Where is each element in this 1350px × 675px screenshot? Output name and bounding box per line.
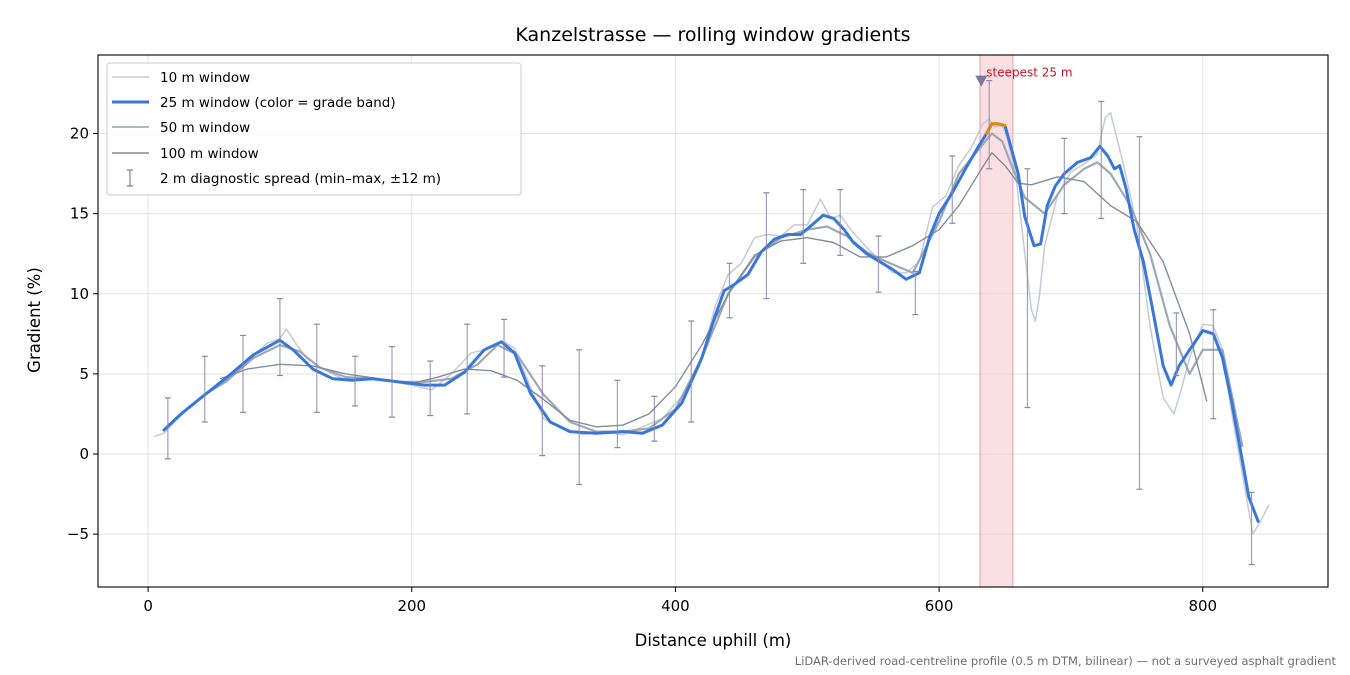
error-bar bbox=[501, 318, 508, 378]
error-bar bbox=[352, 355, 359, 407]
x-axis-title: Distance uphill (m) bbox=[635, 631, 792, 650]
legend-label: 50 m window bbox=[160, 120, 250, 136]
error-bar bbox=[1210, 309, 1217, 420]
steepest-region bbox=[979, 54, 1014, 588]
error-bar bbox=[427, 360, 434, 417]
legend-label: 25 m window (color = grade band) bbox=[160, 95, 396, 111]
x-tick-label: 800 bbox=[1188, 597, 1217, 615]
x-tick-label: 200 bbox=[397, 597, 426, 615]
error-bar bbox=[576, 349, 583, 486]
footnote: LiDAR-derived road-centreline profile (0… bbox=[795, 654, 1337, 668]
series-lines bbox=[153, 111, 1270, 535]
chart-title: Kanzelstrasse — rolling window gradients bbox=[515, 24, 910, 46]
highlight-region bbox=[979, 54, 1014, 588]
x-tick-label: 0 bbox=[143, 597, 153, 615]
plot-frame bbox=[97, 54, 1329, 588]
error-bar bbox=[1061, 137, 1068, 215]
legend-item: 50 m window bbox=[112, 120, 250, 136]
legend-item: 10 m window bbox=[112, 70, 250, 86]
error-bar bbox=[726, 262, 733, 319]
error-bar bbox=[986, 80, 993, 170]
error-bar bbox=[1248, 491, 1255, 566]
legend-label: 10 m window bbox=[160, 70, 250, 86]
y-tick-label: 10 bbox=[70, 285, 89, 303]
error-bar bbox=[1173, 312, 1180, 377]
error-bar bbox=[201, 355, 208, 423]
axis-ticks: 0 200 400 600 800 −5 0 5 10 15 20 bbox=[67, 125, 1217, 615]
legend-label: 2 m diagnostic spread (min–max, ±12 m) bbox=[160, 171, 441, 187]
error-bar bbox=[313, 323, 320, 413]
error-bar bbox=[276, 297, 283, 377]
legend-label: 100 m window bbox=[160, 146, 259, 162]
series-100m-line bbox=[219, 151, 1208, 428]
y-axis-title: Gradient (%) bbox=[25, 267, 44, 373]
x-tick-label: 600 bbox=[925, 597, 954, 615]
steepest-marker-icon bbox=[975, 75, 988, 87]
error-bar bbox=[464, 323, 471, 415]
annotations: steepest 25 m bbox=[975, 66, 1073, 87]
error-bars bbox=[164, 80, 1255, 566]
error-bar bbox=[651, 395, 658, 442]
error-bar bbox=[240, 334, 247, 413]
error-bar bbox=[837, 189, 844, 256]
legend-item: 25 m window (color = grade band) bbox=[112, 95, 396, 111]
error-bar bbox=[800, 189, 807, 264]
error-bar bbox=[1136, 136, 1143, 490]
y-tick-label: 15 bbox=[70, 205, 89, 223]
error-bar bbox=[1024, 168, 1031, 409]
error-bar bbox=[388, 346, 395, 418]
y-tick-label: 0 bbox=[79, 445, 89, 463]
error-bar bbox=[912, 270, 919, 316]
legend-item: 2 m diagnostic spread (min–max, ±12 m) bbox=[127, 169, 441, 187]
x-tick-label: 400 bbox=[661, 597, 690, 615]
error-bar bbox=[164, 397, 171, 460]
error-bar bbox=[539, 365, 546, 457]
y-tick-label: 20 bbox=[70, 125, 89, 143]
error-bar bbox=[688, 320, 695, 423]
error-bar bbox=[614, 379, 621, 449]
error-bar bbox=[763, 192, 770, 300]
error-bar bbox=[875, 235, 882, 293]
steepest-annotation: steepest 25 m bbox=[986, 66, 1072, 80]
y-tick-label: 5 bbox=[79, 365, 89, 383]
error-bar bbox=[1098, 100, 1105, 220]
legend-box bbox=[106, 62, 522, 196]
y-tick-label: −5 bbox=[67, 525, 89, 543]
legend: 10 m window 25 m window (color = grade ba… bbox=[106, 62, 522, 196]
series-25m-line bbox=[162, 122, 1260, 523]
legend-item: 100 m window bbox=[112, 146, 259, 162]
error-bar bbox=[949, 155, 956, 224]
